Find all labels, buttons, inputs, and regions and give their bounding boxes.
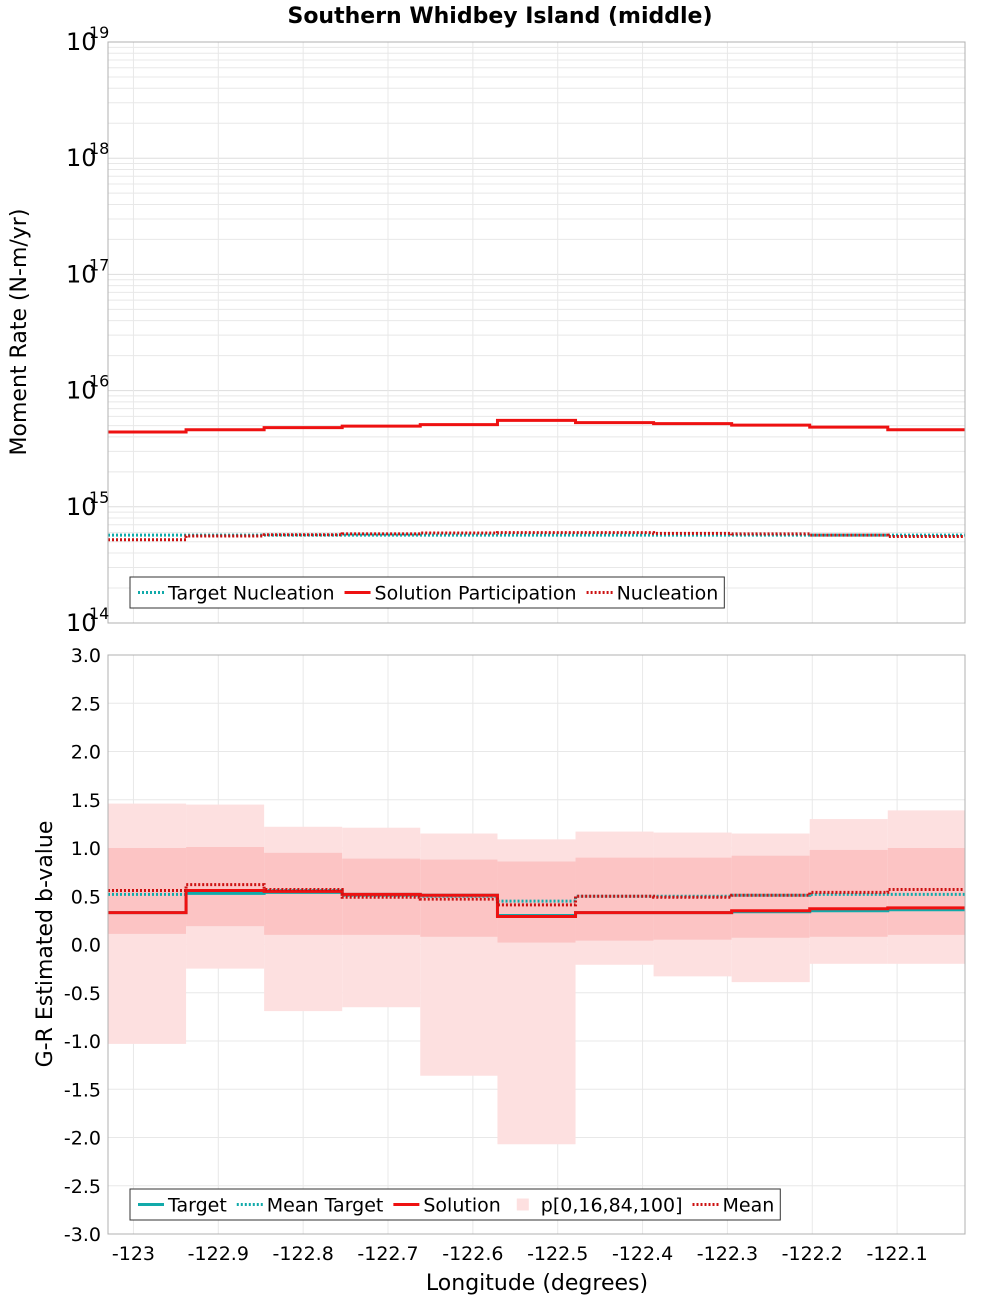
- legend-label: Mean Target: [267, 1195, 384, 1217]
- series-nucleation: [108, 531, 965, 542]
- bottom-y-tick-label: -2.0: [64, 1128, 101, 1150]
- top-legend: Target Nucleation Solution Participation N…: [129, 576, 725, 609]
- x-tick-label: -122.8: [273, 1243, 334, 1265]
- top-y-tick-base: 10: [66, 609, 97, 637]
- bottom-x-ticks: -123 -122.9 -122.8 -122.7 -122.6 -122.5 -122.4…: [112, 1243, 928, 1265]
- top-grid: [108, 42, 965, 624]
- band-inner: [186, 847, 265, 927]
- top-y-tick-exponent: 19: [89, 23, 109, 42]
- bottom-y-tick-label: 2.0: [71, 742, 101, 764]
- top-y-tick-base: 10: [66, 144, 97, 172]
- series-mean: [108, 883, 965, 907]
- band-inner: [108, 848, 187, 934]
- legend-swatch: [516, 1198, 529, 1211]
- legend-label: p[0,16,84,100]: [541, 1195, 683, 1217]
- bottom-y-tick-label: 1.0: [71, 838, 101, 860]
- legend-label: Nucleation: [617, 583, 719, 605]
- bottom-y-tick-label: 1.5: [71, 790, 101, 812]
- bottom-y-tick-label: -3.0: [64, 1224, 101, 1246]
- x-tick-label: -122.3: [697, 1243, 758, 1265]
- series-solution-participation: [108, 418, 965, 434]
- band-inner: [575, 857, 654, 941]
- x-tick-label: -122.5: [527, 1243, 588, 1265]
- legend-item-mean: Mean: [692, 1195, 775, 1217]
- top-y-tick-exponent: 18: [89, 139, 109, 158]
- legend-label: Target Nucleation: [167, 583, 335, 605]
- chart-title: Southern Whidbey Island (middle): [287, 4, 712, 29]
- legend-label: Solution: [423, 1195, 500, 1217]
- legend-item-target: Target: [138, 1195, 227, 1217]
- x-axis-label: Longitude (degrees): [426, 1271, 648, 1296]
- band-inner: [497, 861, 576, 943]
- bottom-bands: [108, 803, 965, 1145]
- legend-item-solution: Solution: [393, 1195, 501, 1217]
- top-y-tick-base: 10: [66, 28, 97, 56]
- top-y-tick-base: 10: [66, 493, 97, 521]
- x-tick-label: -122.6: [442, 1243, 503, 1265]
- legend-item-p-0-16-84-100-: p[0,16,84,100]: [516, 1195, 683, 1217]
- bottom-y-tick-label: 2.5: [71, 693, 101, 715]
- x-tick-label: -123: [112, 1243, 155, 1265]
- legend-item-target-nucleation: Target Nucleation: [138, 583, 335, 605]
- bottom-y-ticks: 3.0 2.5 2.0 1.5 1.0 0.5 0.0 -0.5 -1.0 -1.5 -2.0 -2.…: [64, 645, 101, 1246]
- top-y-tick-base: 10: [66, 377, 97, 405]
- bottom-y-tick-label: -1.0: [64, 1031, 101, 1053]
- bottom-y-tick-label: 0.5: [71, 886, 101, 908]
- bottom-y-tick-label: 0.0: [71, 935, 101, 957]
- band-inner: [887, 848, 965, 935]
- bottom-y-tick-label: -0.5: [64, 983, 101, 1005]
- legend-item-solution-participation: Solution Participation: [344, 583, 577, 605]
- legend-label: Mean: [723, 1195, 775, 1217]
- bottom-series: [108, 883, 965, 919]
- top-plot-frame: [107, 41, 966, 624]
- bottom-y-axis-label: G-R Estimated b-value: [33, 821, 58, 1068]
- bottom-y-tick-label: -2.5: [64, 1176, 101, 1198]
- legend-label: Solution Participation: [375, 583, 577, 605]
- top-y-tick-exponent: 17: [89, 255, 109, 274]
- legend-item-nucleation: Nucleation: [586, 583, 719, 605]
- top-series: [108, 418, 965, 542]
- top-y-tick-base: 10: [66, 260, 97, 288]
- top-y-tick-exponent: 16: [89, 372, 109, 391]
- legend-label: Target: [167, 1195, 227, 1217]
- bottom-legend: Target Mean Target Solution p[0,16,84,100] M…: [129, 1188, 781, 1221]
- top-y-tick-exponent: 15: [89, 488, 109, 507]
- x-tick-label: -122.4: [612, 1243, 673, 1265]
- legend-frame: [129, 576, 725, 609]
- x-tick-label: -122.1: [866, 1243, 927, 1265]
- x-tick-label: -122.9: [188, 1243, 249, 1265]
- legend-item-mean-target: Mean Target: [236, 1195, 384, 1217]
- top-y-axis-label: Moment Rate (N-m/yr): [7, 209, 32, 456]
- top-y-tick-exponent: 14: [89, 604, 109, 623]
- bottom-plot-frame: [107, 654, 966, 1235]
- series-solution: [108, 888, 965, 919]
- x-tick-label: -122.2: [782, 1243, 843, 1265]
- x-tick-label: -122.7: [357, 1243, 418, 1265]
- bottom-y-tick-label: -1.5: [64, 1079, 101, 1101]
- bottom-y-tick-label: 3.0: [71, 645, 101, 667]
